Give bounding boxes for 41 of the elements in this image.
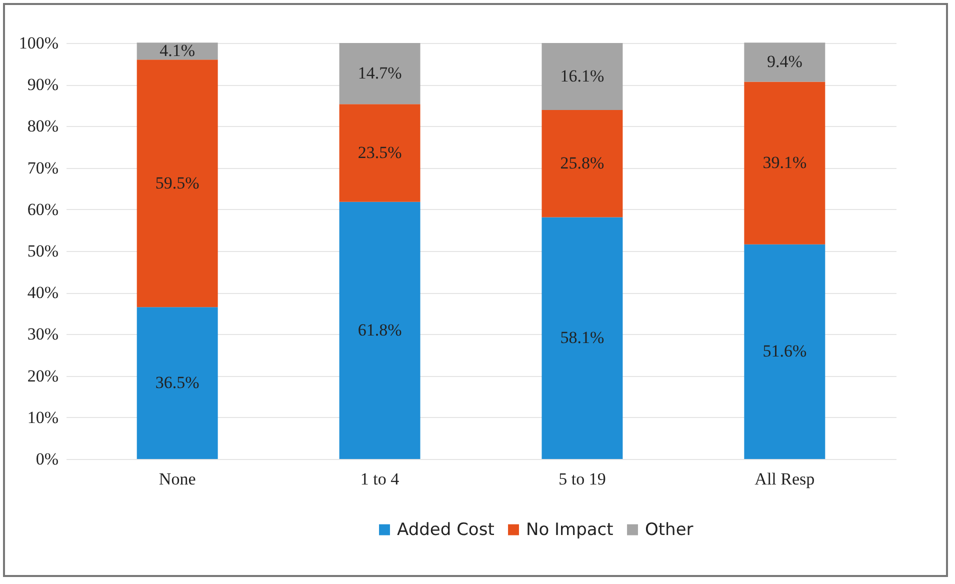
y-tick-label: 100% bbox=[18, 34, 58, 52]
bar bbox=[339, 104, 420, 202]
data-label: 36.5% bbox=[155, 373, 200, 392]
data-label: 59.5% bbox=[155, 173, 200, 192]
bar bbox=[136, 307, 218, 459]
bar bbox=[339, 202, 420, 459]
y-tick-label: 80% bbox=[27, 116, 58, 136]
y-tick-label: 60% bbox=[27, 200, 58, 219]
data-label: 9.4% bbox=[766, 52, 802, 72]
x-tick-label: 5 to 19 bbox=[558, 470, 606, 488]
data-label: 61.8% bbox=[358, 320, 402, 340]
bar bbox=[744, 244, 826, 459]
bar bbox=[542, 43, 623, 110]
y-tick-label: 0% bbox=[36, 450, 58, 468]
y-tick-label: 30% bbox=[27, 324, 58, 344]
y-tick-label: 70% bbox=[27, 158, 58, 178]
bar bbox=[136, 60, 218, 308]
data-label: 16.1% bbox=[560, 66, 604, 86]
bar bbox=[339, 43, 420, 104]
bar bbox=[542, 110, 623, 218]
y-tick-label: 20% bbox=[27, 366, 58, 386]
data-label: 14.7% bbox=[358, 64, 402, 83]
x-tick-label: None bbox=[158, 470, 196, 488]
y-tick-label: 10% bbox=[27, 408, 58, 427]
data-label: 39.1% bbox=[762, 153, 807, 172]
legend-label: Added Cost bbox=[397, 520, 495, 540]
y-tick-label: 90% bbox=[27, 75, 58, 94]
x-tick-label: 1 to 4 bbox=[360, 470, 400, 488]
data-label: 58.1% bbox=[560, 328, 604, 348]
data-label: 25.8% bbox=[560, 154, 604, 173]
data-label: 4.1% bbox=[160, 41, 196, 60]
data-label: 51.6% bbox=[762, 342, 807, 361]
y-tick-label: 50% bbox=[27, 242, 58, 260]
legend-label: No Impact bbox=[526, 520, 614, 540]
y-tick-label: 40% bbox=[27, 283, 58, 302]
bar bbox=[542, 217, 623, 459]
bar bbox=[744, 82, 826, 244]
legend-label: Other bbox=[645, 520, 694, 540]
data-label: 23.5% bbox=[358, 143, 402, 162]
x-tick-label: All Resp bbox=[754, 470, 815, 488]
bar bbox=[744, 42, 826, 82]
